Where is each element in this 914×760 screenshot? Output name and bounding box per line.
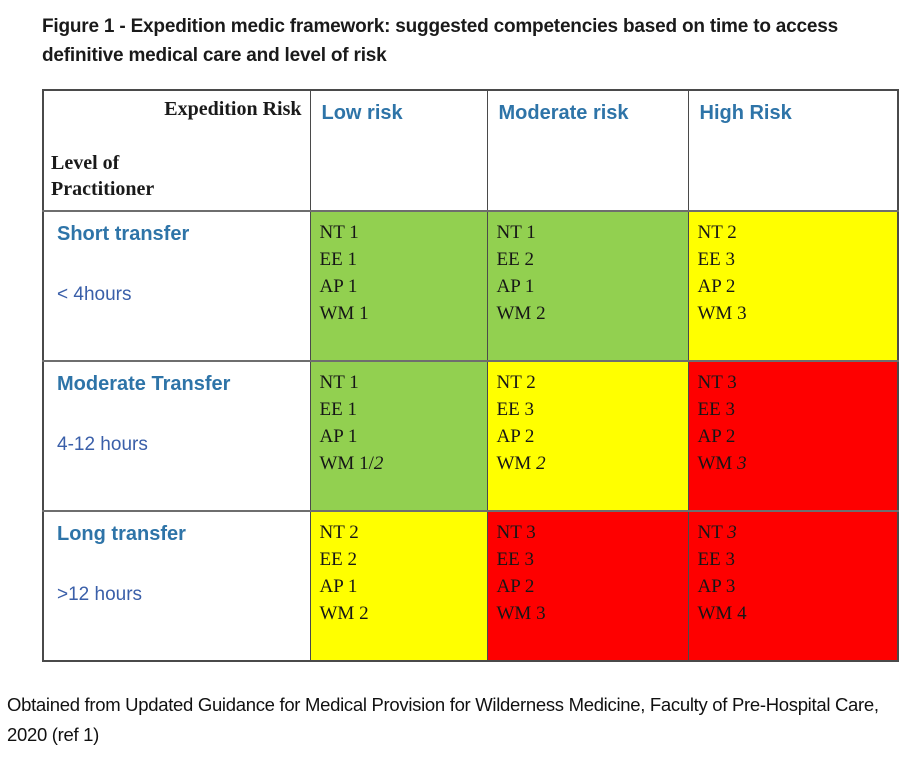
competency-cell-green: NT 1 EE 2 AP 1 WM 2: [486, 210, 689, 362]
row-sublabel: >12 hours: [57, 584, 143, 605]
competency-cell-green: NT 1 EE 1 AP 1 WM 1/2: [309, 360, 488, 512]
competency-line: AP 2: [697, 276, 736, 297]
competency-line: WM 2: [496, 453, 546, 474]
competency-line: AP 1: [319, 576, 358, 597]
figure-caption: Figure 1 - Expedition medic framework: s…: [42, 16, 839, 66]
table-row: Long transfer >12 hours NT 2 EE 2 AP 1 WM 2 NT…: [42, 510, 899, 662]
competency-line: EE 2: [319, 549, 357, 570]
competency-cell-red: NT 3 EE 3 AP 2 WM 3: [687, 360, 899, 512]
competency-line: WM 3: [697, 303, 747, 324]
competency-cell-yellow: NT 2 EE 2 AP 1 WM 2: [309, 510, 488, 662]
corner-label-level-of-practitioner: Level of Practitioner: [51, 152, 155, 200]
competency-line: AP 2: [697, 426, 736, 447]
competency-line: WM 3: [697, 453, 747, 474]
row-label: Moderate Transfer: [57, 373, 231, 395]
competency-line: NT 2: [496, 372, 536, 393]
competency-cell-red: NT 3 EE 3 AP 2 WM 3: [486, 510, 689, 662]
competency-line: NT 1: [319, 222, 359, 243]
row-header: Moderate Transfer 4-12 hours: [42, 360, 311, 512]
column-header-moderate-risk: Moderate risk: [486, 89, 689, 212]
competency-line: AP 2: [496, 576, 535, 597]
competency-cell-green: NT 1 EE 1 AP 1 WM 1: [309, 210, 488, 362]
competency-line: EE 2: [496, 249, 534, 270]
competency-table: Expedition Risk Level of Practitioner Lo…: [42, 89, 899, 662]
competency-line: NT 3: [697, 522, 737, 543]
row-label: Short transfer: [57, 223, 190, 245]
row-label: Long transfer: [57, 523, 186, 545]
header-row: Expedition Risk Level of Practitioner Lo…: [42, 89, 899, 212]
row-header: Long transfer >12 hours: [42, 510, 311, 662]
competency-line: AP 2: [496, 426, 535, 447]
competency-line: NT 2: [319, 522, 359, 543]
competency-line: WM 2: [319, 603, 369, 624]
competency-line: EE 3: [496, 549, 534, 570]
competency-line: EE 1: [319, 249, 357, 270]
competency-line: NT 3: [697, 372, 737, 393]
competency-line: AP 1: [496, 276, 535, 297]
table-row: Moderate Transfer 4-12 hours NT 1 EE 1 AP 1 W…: [42, 360, 899, 512]
competency-line: NT 1: [319, 372, 359, 393]
column-header-high-risk: High Risk: [687, 89, 899, 212]
competency-line: WM 2: [496, 303, 546, 324]
competency-line: WM 1: [319, 303, 369, 324]
competency-line: NT 2: [697, 222, 737, 243]
competency-line: AP 1: [319, 426, 358, 447]
competency-line: WM 1/2: [319, 453, 384, 474]
row-sublabel: < 4hours: [57, 284, 132, 305]
row-header: Short transfer < 4hours: [42, 210, 311, 362]
competency-line: WM 4: [697, 603, 747, 624]
competency-line: AP 3: [697, 576, 736, 597]
competency-line: EE 3: [697, 399, 735, 420]
competency-cell-yellow: NT 2 EE 3 AP 2 WM 3: [687, 210, 899, 362]
corner-cell: Expedition Risk Level of Practitioner: [42, 89, 311, 212]
competency-line: NT 1: [496, 222, 536, 243]
competency-line: EE 3: [496, 399, 534, 420]
corner-label-expedition-risk: Expedition Risk: [164, 98, 302, 120]
competency-line: AP 1: [319, 276, 358, 297]
competency-line: EE 1: [319, 399, 357, 420]
competency-line: EE 3: [697, 549, 735, 570]
column-header-low-risk: Low risk: [309, 89, 488, 212]
competency-line: NT 3: [496, 522, 536, 543]
table-row: Short transfer < 4hours NT 1 EE 1 AP 1 WM 1 NT…: [42, 210, 899, 362]
source-attribution: Obtained from Updated Guidance for Medic…: [7, 694, 879, 745]
competency-line: EE 3: [697, 249, 735, 270]
competency-cell-red: NT 3 EE 3 AP 3 WM 4: [687, 510, 899, 662]
competency-line: WM 3: [496, 603, 546, 624]
competency-cell-yellow: NT 2 EE 3 AP 2 WM 2: [486, 360, 689, 512]
row-sublabel: 4-12 hours: [57, 434, 148, 455]
